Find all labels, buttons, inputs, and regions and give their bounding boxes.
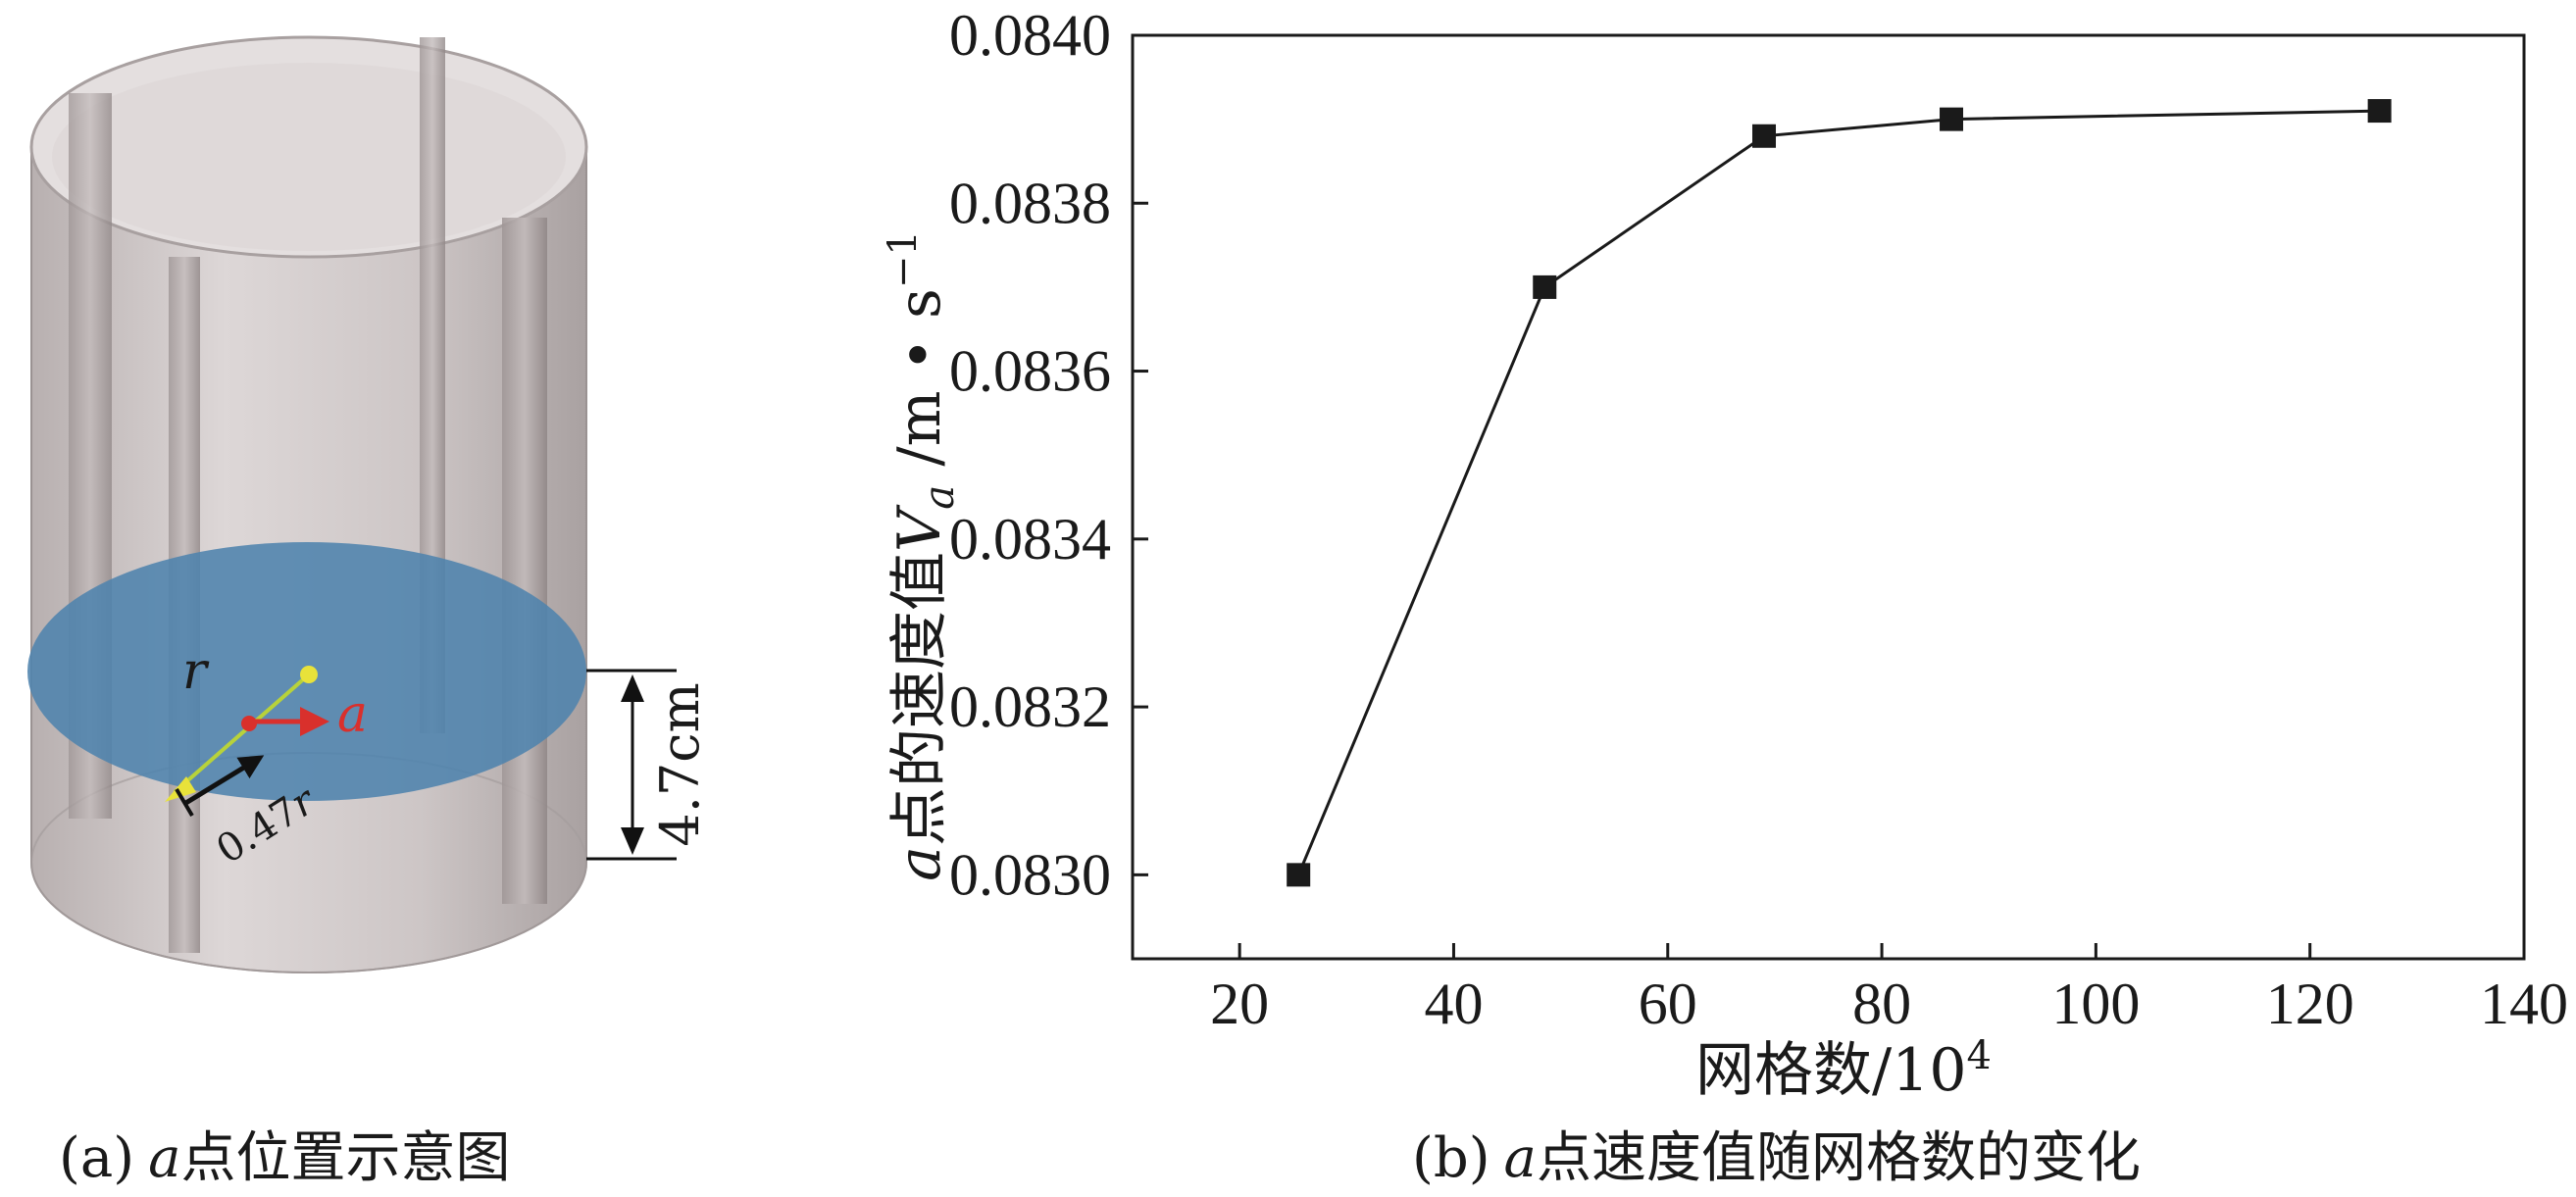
- radius-arrowhead: [165, 776, 196, 802]
- data-point-marker: [1940, 107, 1964, 131]
- x-tick-label: 140: [2480, 972, 2568, 1036]
- series-markers: [1287, 99, 2392, 887]
- center-point: [300, 666, 318, 683]
- y-tick-label: 0.0838: [949, 171, 1111, 235]
- y-tick-label: 0.0830: [949, 842, 1111, 907]
- offset-arrow: [182, 755, 265, 807]
- y-axis-label: a点的速度值Va /m • s−1: [881, 230, 963, 881]
- series-line: [1296, 109, 2380, 875]
- x-tick-label: 20: [1210, 972, 1269, 1036]
- y-tick-label: 0.0840: [949, 3, 1111, 68]
- data-point-marker: [1752, 124, 1777, 148]
- data-point-marker: [2367, 99, 2392, 124]
- label-height: 4.7cm: [649, 682, 711, 846]
- x-tick-label: 120: [2266, 972, 2354, 1036]
- x-tick-label: 80: [1852, 972, 1911, 1036]
- label-r: r: [182, 642, 210, 701]
- vessel-diagram: r a 0.47r 4.7cm: [27, 35, 711, 973]
- x-tick-label: 60: [1639, 972, 1697, 1036]
- label-a: a: [337, 685, 368, 744]
- velocity-chart: 0.0830 0.0832 0.0834 0.0836 0.0838 0.0840 20 4…: [881, 3, 2568, 1105]
- baffle-front-right: [502, 218, 547, 904]
- y-tick-label: 0.0836: [949, 339, 1111, 404]
- data-point-marker: [1287, 863, 1311, 887]
- data-point-marker: [1533, 274, 1557, 299]
- plot-frame: [1131, 33, 2526, 961]
- y-axis: 0.0830 0.0832 0.0834 0.0836 0.0838 0.0840: [949, 3, 1148, 907]
- radius-line: [173, 673, 311, 794]
- y-tick-label: 0.0832: [949, 674, 1111, 739]
- x-axis: 20 40 60 80 100 120 140: [1210, 943, 2568, 1036]
- caption-a: (a) a点位置示意图: [59, 1126, 510, 1190]
- caption-b: (b) a点速度值随网格数的变化: [1412, 1126, 2141, 1190]
- x-tick-label: 100: [2051, 972, 2140, 1036]
- y-tick-label: 0.0834: [949, 507, 1111, 572]
- x-tick-label: 40: [1424, 972, 1483, 1036]
- x-axis-label: 网格数/104: [1695, 1033, 1992, 1105]
